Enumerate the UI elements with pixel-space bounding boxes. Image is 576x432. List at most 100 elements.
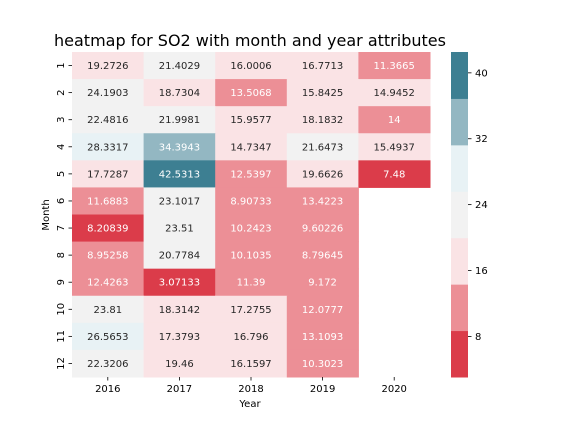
colorbar-segment xyxy=(451,144,468,192)
heatmap-cell xyxy=(215,214,288,243)
heatmap-cell xyxy=(358,106,431,134)
cell-value-label: 8.90733 xyxy=(230,196,271,207)
cell-value-label: 18.7304 xyxy=(159,88,200,99)
colorbar-tick-label: 8 xyxy=(475,332,481,343)
cell-value-label: 11.39 xyxy=(237,278,266,289)
heatmap-cell xyxy=(286,79,359,107)
cell-value-label: 9.60226 xyxy=(302,224,343,235)
heatmap-cell xyxy=(143,52,216,80)
heatmap-cell xyxy=(286,349,359,378)
colorbar-tick-label: 24 xyxy=(475,200,488,211)
heatmap-cell xyxy=(72,322,145,351)
heatmap-cell xyxy=(143,241,216,270)
cell-value-label: 21.4029 xyxy=(159,61,200,72)
cell-value-label: 23.81 xyxy=(93,305,122,316)
cell-value-label: 15.4937 xyxy=(374,142,415,153)
heatmap-cell xyxy=(215,322,288,351)
heatmap-cell xyxy=(215,187,288,215)
cell-value-label: 16.7713 xyxy=(302,61,343,72)
colorbar-segment xyxy=(451,237,468,285)
cell-value-label: 14 xyxy=(388,115,401,126)
heatmap-cell xyxy=(72,241,145,270)
heatmap-cell xyxy=(286,106,359,134)
x-axis-ticks: 2016 2017 2018 2019 2020 xyxy=(95,377,407,395)
y-tick-label: 3 xyxy=(56,117,67,123)
y-tick-label: 9 xyxy=(56,279,67,285)
cell-value-label: 10.3023 xyxy=(302,359,343,370)
heatmap-cell xyxy=(215,106,288,134)
heatmap-cell xyxy=(358,133,431,161)
heatmap-cells: 19.2726 21.4029 16.0006 16.7713 11.3665 24.19… xyxy=(72,52,431,378)
cell-value-label: 8.20839 xyxy=(87,224,128,235)
cell-value-label: 16.0006 xyxy=(230,61,271,72)
heatmap-cell xyxy=(143,268,216,297)
cell-value-label: 17.7287 xyxy=(87,169,128,180)
cell-value-label: 12.0777 xyxy=(302,305,343,316)
heatmap-cell xyxy=(143,322,216,351)
colorbar: 8 16 24 32 40 xyxy=(451,52,488,378)
x-tick-label: 2018 xyxy=(238,384,263,395)
heatmap-cell xyxy=(72,349,145,378)
heatmap-cell xyxy=(72,133,145,161)
y-tick-label: 10 xyxy=(56,303,67,316)
heatmap-cell xyxy=(358,52,431,80)
y-tick-label: 12 xyxy=(56,357,67,370)
cell-value-label: 15.9577 xyxy=(230,115,271,126)
x-tick-label: 2016 xyxy=(95,384,120,395)
heatmap-cell xyxy=(286,268,359,297)
heatmap-cell xyxy=(143,187,216,215)
y-tick-label: 2 xyxy=(56,89,67,95)
cell-value-label: 8.79645 xyxy=(302,251,343,262)
cell-value-label: 10.2423 xyxy=(230,224,271,235)
cell-value-label: 34.3943 xyxy=(159,142,200,153)
heatmap-cell xyxy=(72,295,145,324)
heatmap-cell xyxy=(215,349,288,378)
y-tick-label: 11 xyxy=(56,330,67,343)
cell-value-label: 14.7347 xyxy=(230,142,271,153)
cell-value-label: 11.3665 xyxy=(374,61,415,72)
heatmap-cell xyxy=(72,187,145,215)
cell-value-label: 12.4263 xyxy=(87,278,128,289)
cell-value-label: 11.6883 xyxy=(87,196,128,207)
y-tick-label: 8 xyxy=(56,252,67,258)
heatmap-cell xyxy=(143,133,216,161)
cell-value-label: 17.3793 xyxy=(159,332,200,343)
cell-value-label: 21.6473 xyxy=(302,142,343,153)
heatmap-cell xyxy=(215,268,288,297)
cell-value-label: 22.4816 xyxy=(87,115,128,126)
x-axis-label: Year xyxy=(238,399,261,410)
heatmap-cell xyxy=(72,106,145,134)
cell-value-label: 19.46 xyxy=(165,359,194,370)
cell-value-label: 13.1093 xyxy=(302,332,343,343)
colorbar-segment xyxy=(451,284,468,332)
heatmap-cell xyxy=(143,349,216,378)
cell-value-label: 7.48 xyxy=(383,169,405,180)
cell-value-label: 3.07133 xyxy=(159,278,200,289)
cell-value-label: 13.4223 xyxy=(302,196,343,207)
heatmap-cell xyxy=(286,187,359,215)
heatmap-cell xyxy=(286,241,359,270)
y-axis-label: Month xyxy=(41,199,52,230)
y-tick-label: 4 xyxy=(56,144,67,150)
colorbar-segment xyxy=(451,330,468,378)
colorbar-tick-label: 40 xyxy=(475,68,488,79)
cell-value-label: 24.1903 xyxy=(87,88,128,99)
heatmap-cell xyxy=(72,52,145,80)
heatmap-cell xyxy=(286,133,359,161)
cell-value-label: 23.51 xyxy=(165,224,194,235)
cell-value-label: 18.1832 xyxy=(302,115,343,126)
heatmap-cell xyxy=(286,295,359,324)
heatmap-cell xyxy=(286,160,359,188)
heatmap-cell xyxy=(72,79,145,107)
heatmap-cell xyxy=(143,295,216,324)
cell-value-label: 21.9981 xyxy=(159,115,200,126)
colorbar-segment xyxy=(451,52,468,99)
heatmap-cell xyxy=(215,79,288,107)
cell-value-label: 26.5653 xyxy=(87,332,128,343)
colorbar-tick-label: 32 xyxy=(475,134,488,145)
colorbar-segment xyxy=(451,98,468,146)
cell-value-label: 13.5068 xyxy=(230,88,271,99)
x-tick-label: 2020 xyxy=(381,384,406,395)
